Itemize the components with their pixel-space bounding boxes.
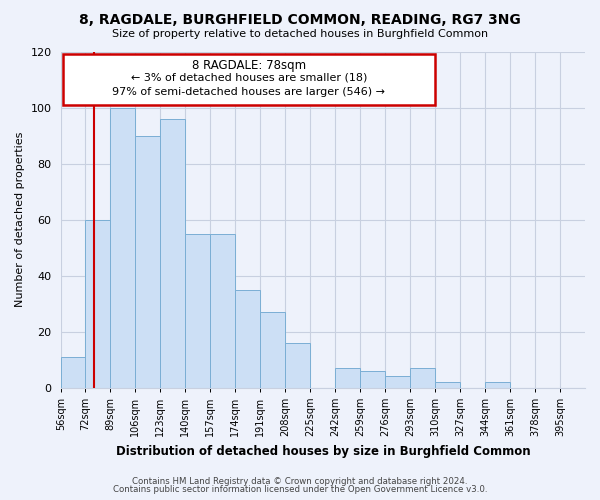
Text: Size of property relative to detached houses in Burghfield Common: Size of property relative to detached ho… [112, 29, 488, 39]
FancyBboxPatch shape [63, 54, 435, 104]
Bar [485, 382, 510, 388]
Text: 8, RAGDALE, BURGHFIELD COMMON, READING, RG7 3NG: 8, RAGDALE, BURGHFIELD COMMON, READING, … [79, 12, 521, 26]
Bar [410, 368, 435, 388]
Bar [260, 312, 285, 388]
Text: 8 RAGDALE: 78sqm: 8 RAGDALE: 78sqm [192, 58, 306, 71]
Text: 97% of semi-detached houses are larger (546) →: 97% of semi-detached houses are larger (… [112, 86, 385, 97]
Bar [335, 368, 360, 388]
Text: Contains public sector information licensed under the Open Government Licence v3: Contains public sector information licen… [113, 485, 487, 494]
Bar [110, 108, 135, 388]
Bar [360, 371, 385, 388]
Text: ← 3% of detached houses are smaller (18): ← 3% of detached houses are smaller (18) [131, 72, 367, 83]
Bar [285, 343, 310, 388]
Y-axis label: Number of detached properties: Number of detached properties [15, 132, 25, 308]
Bar [385, 376, 410, 388]
Bar [135, 136, 160, 388]
Bar [61, 357, 86, 388]
Bar [160, 118, 185, 388]
Text: Contains HM Land Registry data © Crown copyright and database right 2024.: Contains HM Land Registry data © Crown c… [132, 477, 468, 486]
X-axis label: Distribution of detached houses by size in Burghfield Common: Distribution of detached houses by size … [116, 444, 530, 458]
Bar [435, 382, 460, 388]
Bar [235, 290, 260, 388]
Bar [185, 234, 210, 388]
Bar [210, 234, 235, 388]
Bar [85, 220, 110, 388]
